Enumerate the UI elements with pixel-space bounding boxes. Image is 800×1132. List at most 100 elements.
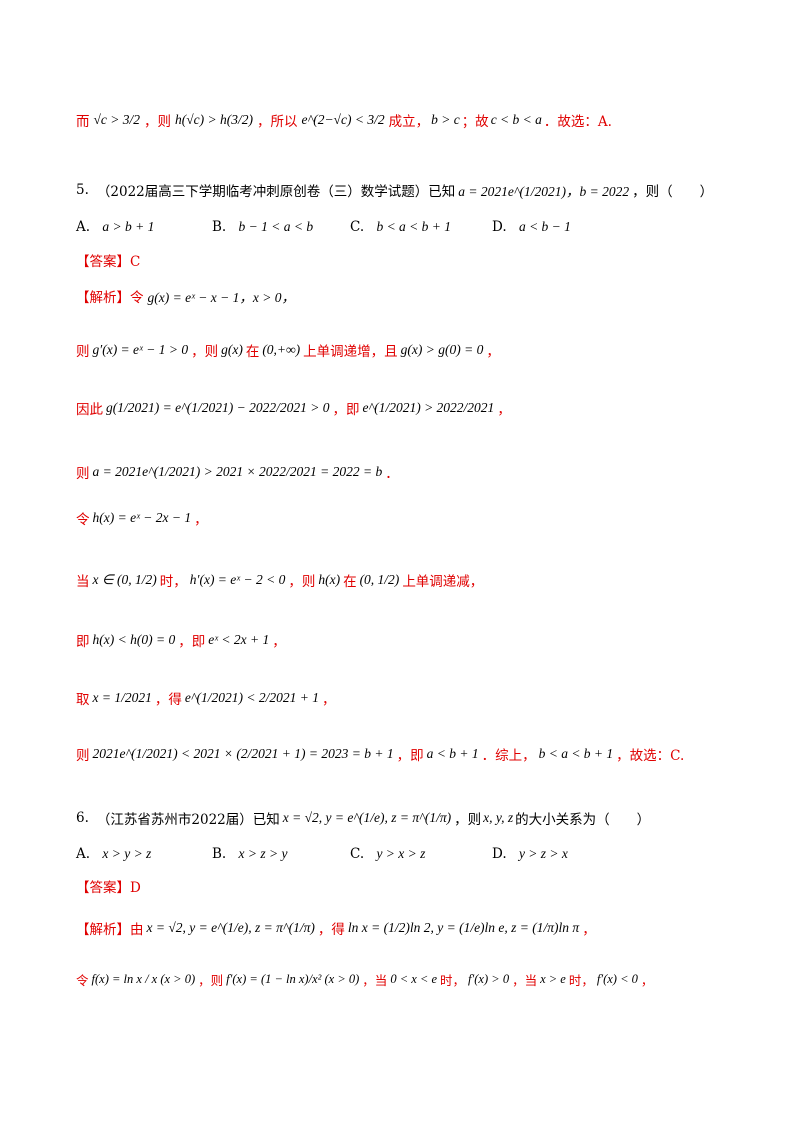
option-label: A. — [76, 846, 91, 862]
text: ，则 — [288, 574, 316, 590]
text: 在 — [343, 574, 357, 590]
option-label: D. — [492, 846, 507, 862]
text: 则 — [76, 748, 90, 764]
math: 0 < x < e — [390, 972, 438, 986]
text: 令 — [76, 512, 90, 528]
math: a = 2021e^(1/2021)，b = 2022 — [458, 184, 630, 199]
text: 即 — [76, 634, 90, 650]
question-5-stem: 5. （2022届高三下学期临考冲刺原创卷（三）数学试题）已知 a = 2021… — [76, 180, 713, 200]
text: 上单调递增，且 — [303, 344, 398, 360]
text: ，所以 — [257, 114, 298, 130]
q6-option-c: C. y > x > z — [350, 846, 425, 862]
option-text: b < a < b + 1 — [376, 219, 452, 234]
question-number: 6. — [76, 810, 89, 826]
option-label: C. — [350, 219, 365, 235]
math: x = √2, y = e^(1/e), z = π^(1/π) — [282, 810, 452, 825]
text: 令 — [76, 973, 89, 988]
analysis-label: 【解析】 — [76, 922, 130, 938]
question-6-stem: 6. （江苏省苏州市2022届）已知 x = √2, y = e^(1/e), … — [76, 808, 650, 828]
math: h(√c) > h(3/2) — [175, 112, 254, 127]
solution-line-1: 而 √c > 3/2 ，则 h(√c) > h(3/2) ，所以 e^(2−√c… — [76, 110, 612, 130]
option-text: x > z > y — [238, 846, 288, 861]
option-text: y > x > z — [376, 846, 426, 861]
text: ，即 — [396, 748, 424, 764]
text: 时， — [159, 574, 187, 590]
option-text: b − 1 < a < b — [238, 219, 314, 234]
math: e^(1/2021) > 2022/2021 — [362, 400, 495, 415]
q5-analysis-line-8: 取 x = 1/2021 ，得 e^(1/2021) < 2/2021 + 1 … — [76, 688, 336, 708]
text: ，当 — [362, 973, 388, 988]
text: ，即 — [332, 402, 360, 418]
q6-option-d: D. y > z > x — [492, 846, 568, 862]
q6-option-b: B. x > z > y — [212, 846, 287, 862]
text: 令 — [130, 290, 144, 306]
text: 取 — [76, 692, 90, 708]
text: ， — [272, 634, 286, 650]
math: h(x) = eˣ − 2x − 1 — [92, 510, 192, 525]
q6-answer: 【答案】D — [76, 880, 141, 896]
option-label: B. — [212, 846, 227, 862]
text: ，当 — [512, 973, 538, 988]
math: f(x) = ln x / x (x > 0) — [91, 972, 196, 986]
math: (0, 1/2) — [359, 572, 400, 587]
text: ，则（ ） — [632, 184, 714, 200]
math: h′(x) = eˣ − 2 < 0 — [189, 572, 286, 587]
math: x = 1/2021 — [92, 690, 152, 705]
text: ，得 — [317, 922, 345, 938]
math: b < a < b + 1 — [538, 746, 614, 761]
text: ，故选：C. — [616, 748, 685, 764]
text: ， — [194, 512, 208, 528]
text: 则 — [76, 344, 90, 360]
text: ，则 — [144, 114, 172, 130]
math: eˣ < 2x + 1 — [208, 632, 270, 647]
text: 而 — [76, 114, 90, 130]
q5-analysis-line-9: 则 2021e^(1/2021) < 2021 × (2/2021 + 1) =… — [76, 744, 684, 764]
text: ；故 — [461, 114, 489, 130]
math: f′(x) = (1 − ln x)/x² (x > 0) — [226, 972, 360, 986]
text: 当 — [76, 574, 90, 590]
math: 2021e^(1/2021) < 2021 × (2/2021 + 1) = 2… — [92, 746, 394, 761]
analysis-label: 【解析】 — [76, 290, 130, 306]
text: ，得 — [154, 692, 182, 708]
q5-answer: 【答案】C — [76, 254, 141, 270]
option-text: a < b − 1 — [518, 219, 571, 234]
q5-option-c: C. b < a < b + 1 — [350, 219, 451, 235]
q5-analysis-line-2: 则 g′(x) = eˣ − 1 > 0 ，则 g(x) 在 (0,+∞) 上单… — [76, 340, 500, 360]
q5-analysis-line-3: 因此 g(1/2021) = e^(1/2021) − 2022/2021 > … — [76, 398, 511, 418]
text: 因此 — [76, 402, 103, 418]
math: x, y, z — [483, 810, 514, 825]
math: f′(x) < 0 — [596, 972, 638, 986]
q5-analysis-line-7: 即 h(x) < h(0) = 0 ，即 eˣ < 2x + 1 ， — [76, 630, 286, 650]
option-label: C. — [350, 846, 365, 862]
math: (0,+∞) — [262, 342, 301, 357]
text: ， — [486, 344, 500, 360]
q5-option-d: D. a < b − 1 — [492, 219, 571, 235]
option-label: D. — [492, 219, 507, 235]
math: √c > 3/2 — [93, 112, 141, 127]
text: ．综上， — [481, 748, 536, 764]
math: g(1/2021) = e^(1/2021) − 2022/2021 > 0 — [106, 400, 330, 415]
text: ， — [322, 692, 336, 708]
text: 成立， — [388, 114, 430, 130]
math: x = √2, y = e^(1/e), z = π^(1/π) — [146, 920, 315, 935]
text: 上单调递减， — [402, 574, 484, 590]
question-source: （2022届高三下学期临考冲刺原创卷（三）数学试题）已知 — [96, 184, 456, 200]
math: g(x) = eˣ − x − 1，x > 0， — [147, 290, 295, 305]
math: c < b < a — [490, 112, 542, 127]
option-text: x > y > z — [102, 846, 152, 861]
text: 的大小关系为（ ） — [515, 812, 651, 828]
text: ，则 — [191, 344, 219, 360]
text: 在 — [245, 344, 260, 360]
text: 则 — [76, 466, 90, 482]
text: ，则 — [454, 812, 482, 828]
q5-option-b: B. b − 1 < a < b — [212, 219, 313, 235]
question-source: （江苏省苏州市2022届）已知 — [96, 812, 280, 828]
q5-analysis-line-6: 当 x ∈ (0, 1/2) 时， h′(x) = eˣ − 2 < 0 ，则 … — [76, 570, 483, 590]
text: ． — [385, 466, 399, 482]
q5-analysis-line-1: 【解析】 令 g(x) = eˣ − x − 1，x > 0， — [76, 286, 295, 306]
math: b > c — [431, 112, 460, 127]
text: ， — [582, 922, 596, 938]
math: f′(x) > 0 — [468, 972, 510, 986]
text: ，即 — [178, 634, 206, 650]
math: x ∈ (0, 1/2) — [92, 572, 157, 587]
